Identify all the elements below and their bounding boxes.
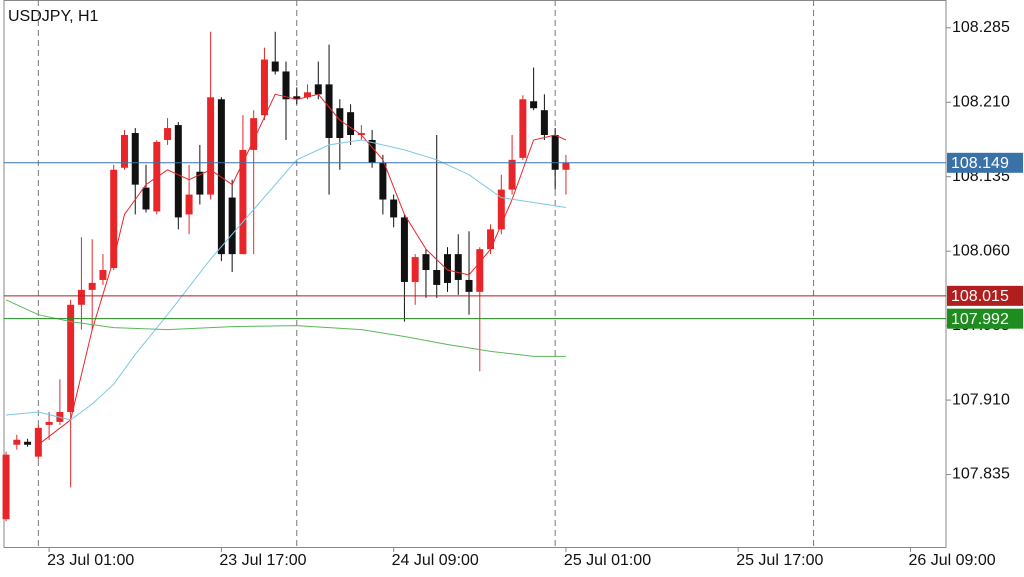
x-tick-label: 24 Jul 09:00 [392,552,479,569]
candle-body [228,197,236,255]
plot-frame [3,0,947,548]
moving-average [37,93,567,446]
moving-average [5,299,566,357]
candle-body [293,96,301,100]
candle-body [368,139,376,163]
candle-body [185,194,193,215]
candle-body [2,454,10,520]
candle-body [508,159,516,190]
candle-body [304,92,312,98]
candle-body [271,61,279,72]
candle-body [207,97,215,195]
candle-body [77,289,85,305]
candle-body [325,84,333,138]
candle-body [540,110,548,136]
candle-body [45,421,53,425]
candle-body [34,427,42,457]
candle-body [476,249,484,292]
candle-body [400,217,408,282]
price-label-box [947,308,1023,329]
candle-body [411,257,419,282]
x-tick-label: 23 Jul 17:00 [219,552,306,569]
candle-body [88,282,96,290]
price-label-box [947,152,1023,173]
y-tick-label: 108.060 [952,242,1010,259]
y-tick-label: 107.835 [952,466,1010,483]
candle-body [67,304,75,412]
candle-body [99,270,107,280]
candle-body [142,187,150,210]
candle-body [422,254,430,271]
candle-body [282,71,290,100]
candle-body [551,135,559,170]
candle-body [24,441,32,445]
candle-body [465,279,473,292]
candle-body [487,229,495,250]
candle-body [530,101,538,109]
price-label: 108.149 [951,155,1009,172]
y-tick-label: 108.285 [952,19,1010,36]
x-tick-label: 25 Jul 17:00 [736,552,823,569]
candle-body [347,112,355,136]
x-tick-label: 25 Jul 01:00 [564,552,651,569]
candle-body [260,59,268,116]
candle-body [120,135,128,168]
candle-body [196,171,204,195]
price-label: 107.992 [951,311,1009,328]
candle-body [174,125,182,218]
candle-body [250,118,258,150]
candle-body [433,270,441,285]
price-label: 108.015 [951,288,1009,305]
candle-body [239,149,247,255]
candle-body [497,189,505,230]
candle-body [454,254,462,280]
candle-body [314,84,322,95]
candle-body [562,162,570,170]
candle-body [443,254,451,283]
chart-title: USDJPY, H1 [8,8,99,25]
candle-body [379,162,387,200]
candle-body [131,133,139,185]
candle-body [519,99,527,158]
candle-body [390,199,398,218]
y-tick-label: 107.910 [952,391,1010,408]
candle-body [357,133,365,136]
moving-average [5,139,566,421]
y-tick-label: 108.210 [952,93,1010,110]
candle-body [164,128,172,140]
price-label-box [947,285,1023,306]
candle-body [110,169,118,269]
x-tick-label: 26 Jul 09:00 [908,552,995,569]
candle-body [13,439,21,445]
x-tick-label: 23 Jul 01:00 [47,552,134,569]
candle-body [336,108,344,138]
